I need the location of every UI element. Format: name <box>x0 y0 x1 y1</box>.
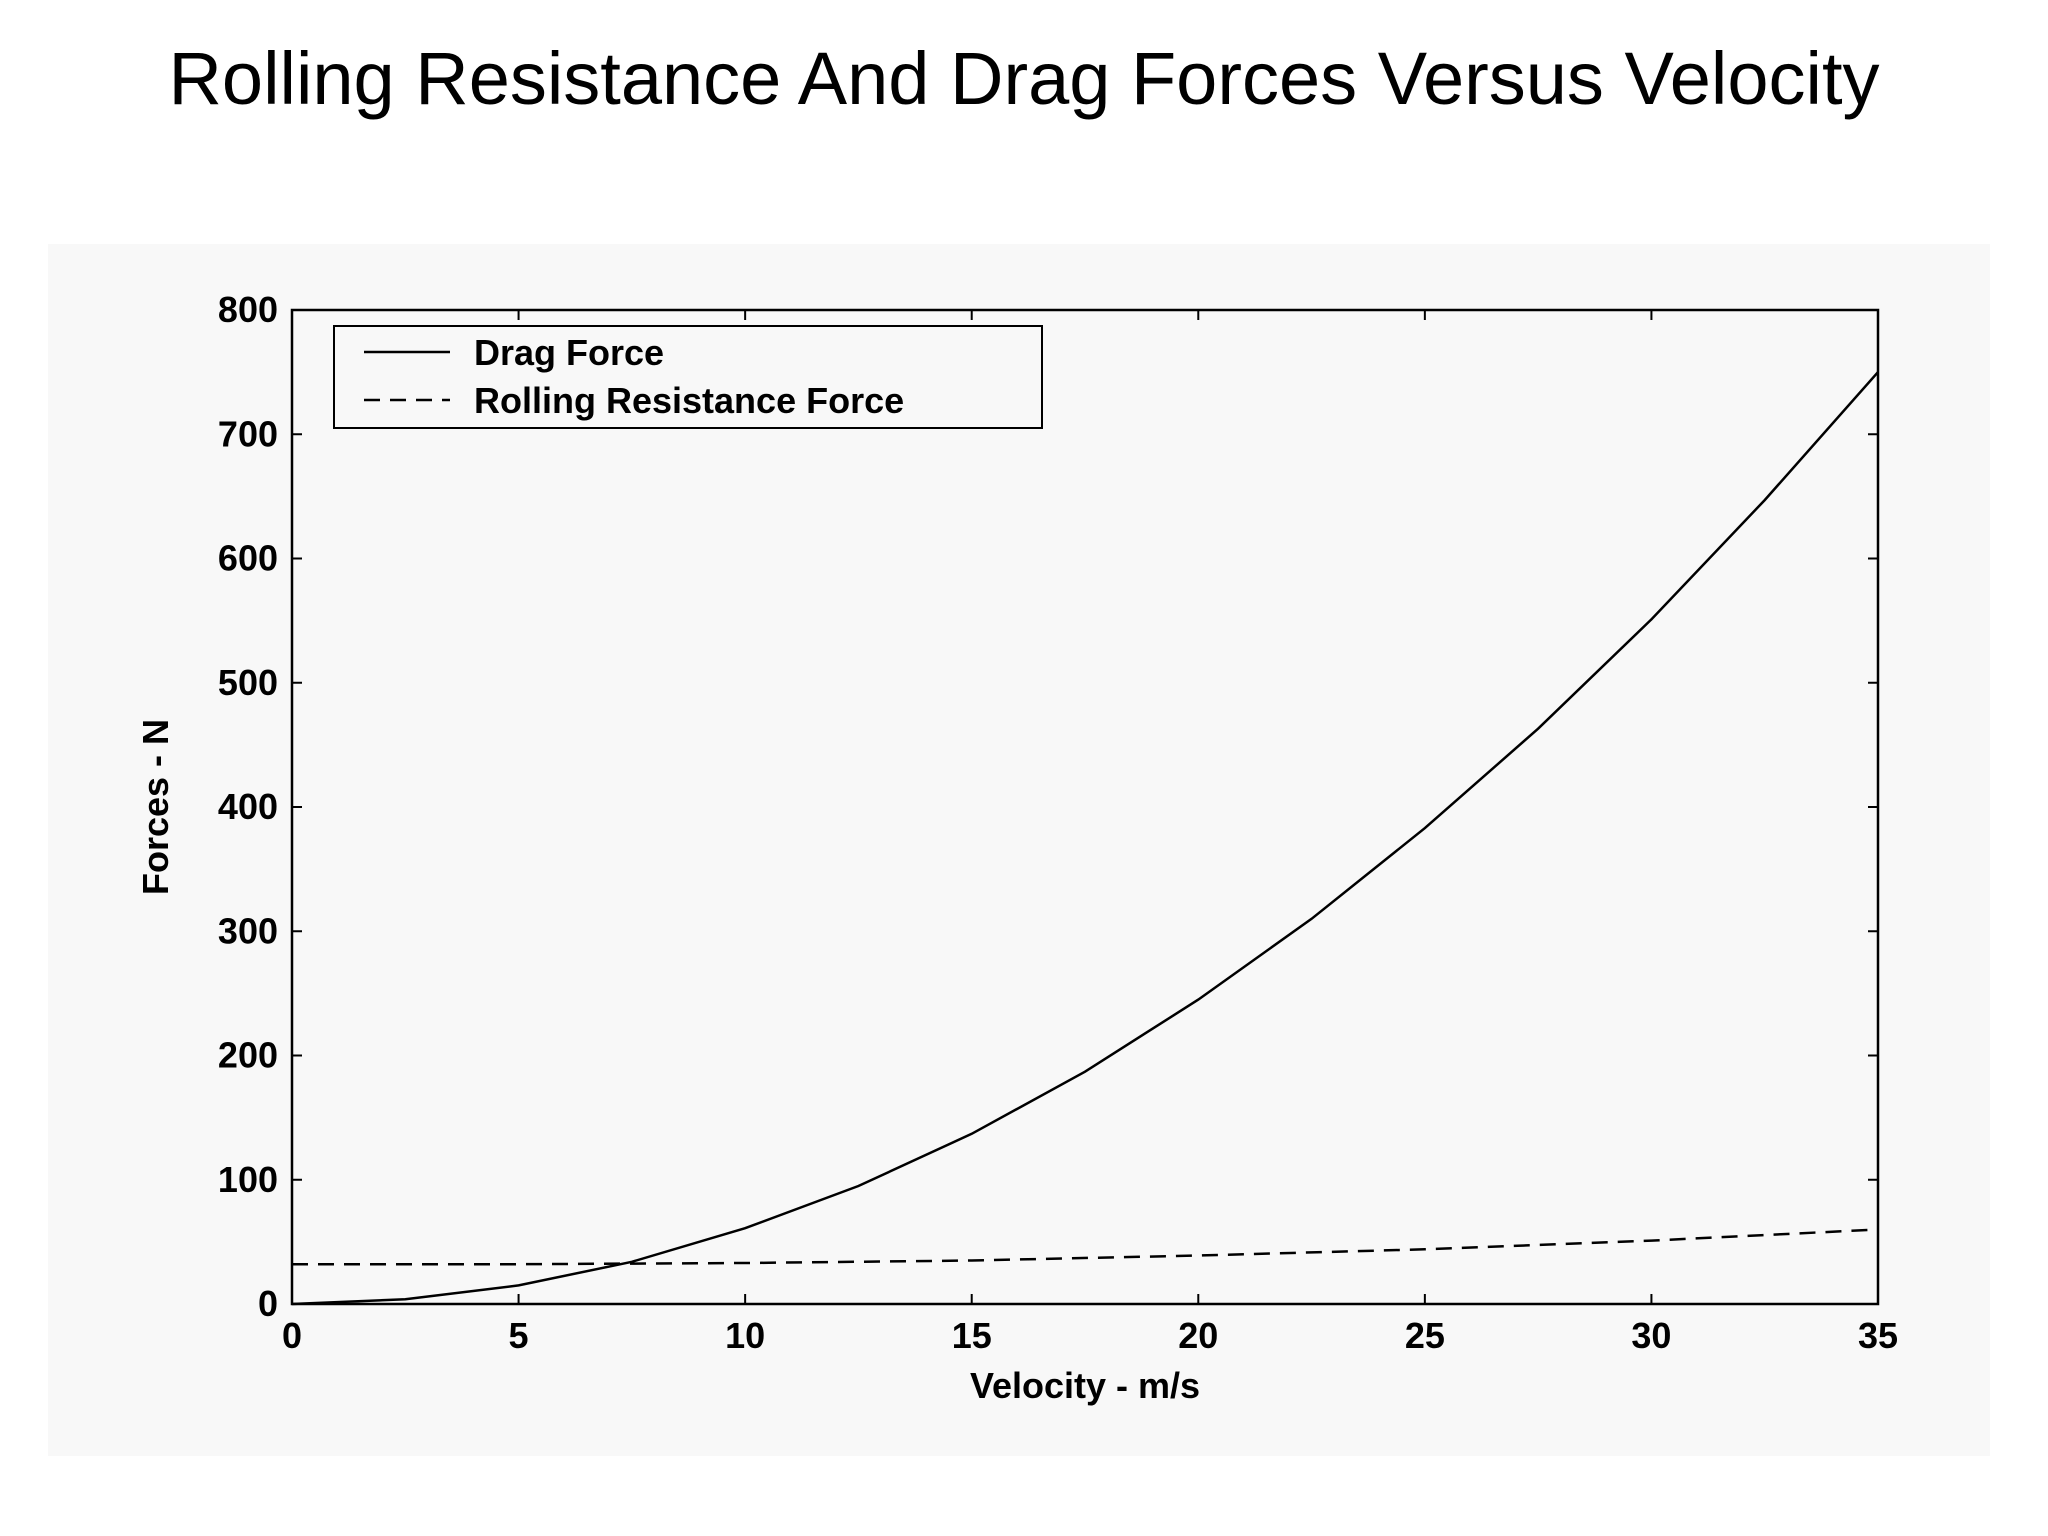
x-tick-label: 25 <box>1405 1315 1445 1356</box>
legend-label: Rolling Resistance Force <box>474 380 904 421</box>
legend: Drag Force Rolling Resistance Force <box>333 325 1043 429</box>
x-tick-label: 30 <box>1631 1315 1671 1356</box>
y-axis-label: Forces - N <box>135 719 176 895</box>
slide-title: Rolling Resistance And Drag Forces Versu… <box>168 37 1880 120</box>
y-tick-label: 600 <box>218 538 278 579</box>
y-tick-label: 100 <box>218 1159 278 1200</box>
y-tick-label: 400 <box>218 786 278 827</box>
figure-panel <box>48 244 1990 1456</box>
ticks-layer: 0 5 10 15 20 25 30 35 0 100 200 300 400 500 600 700 800 <box>218 289 1898 1356</box>
legend-box <box>333 325 1043 429</box>
x-tick-label: 20 <box>1178 1315 1218 1356</box>
y-tick-label: 500 <box>218 662 278 703</box>
y-tick-label: 800 <box>218 289 278 330</box>
series-line-rolling-resistance <box>292 1228 1879 1266</box>
y-tick-label: 300 <box>218 910 278 951</box>
series-layer <box>291 371 1879 1306</box>
x-tick-label: 15 <box>952 1315 992 1356</box>
plot-frame <box>290 308 1880 1306</box>
x-tick-label: 5 <box>509 1315 529 1356</box>
y-tick-label: 0 <box>258 1283 278 1324</box>
y-tick-label: 700 <box>218 413 278 454</box>
x-tick-label: 10 <box>725 1315 765 1356</box>
legend-label: Drag Force <box>474 332 664 373</box>
x-tick-label: 35 <box>1858 1315 1898 1356</box>
series-line-drag-force <box>291 371 1879 1306</box>
x-axis-label: Velocity - m/s <box>970 1365 1200 1406</box>
x-tick-label: 0 <box>282 1315 302 1356</box>
y-tick-label: 200 <box>218 1035 278 1076</box>
